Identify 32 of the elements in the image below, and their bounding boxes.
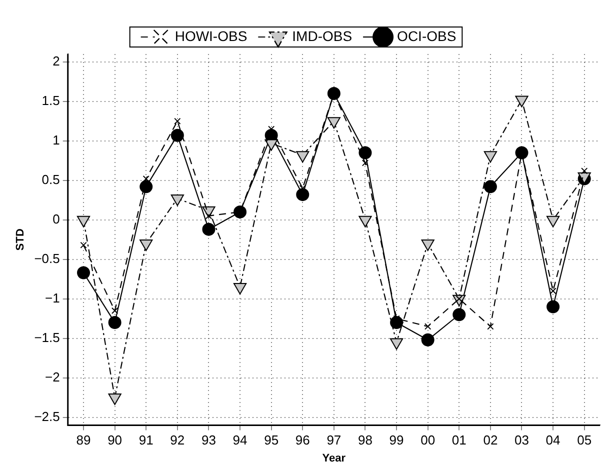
y-tick-label: 2: [52, 53, 60, 68]
x-tick-label: 00: [420, 432, 436, 448]
x-tick-label: 91: [138, 432, 154, 448]
y-tick-label: −1.5: [34, 330, 60, 345]
y-tick-label: 1.5: [42, 92, 60, 108]
x-tick-label: 90: [108, 432, 122, 448]
x-tick-label: 03: [514, 432, 529, 448]
y-tick-label: −2.5: [34, 408, 60, 424]
x-tick-label: 04: [546, 432, 560, 448]
legend-label: OCI-OBS: [397, 28, 456, 44]
x-tick-label: 93: [201, 432, 216, 448]
y-axis-title: STD: [14, 228, 27, 251]
x-tick-label: 96: [295, 432, 310, 448]
x-axis-title: Year: [322, 452, 346, 464]
x-tick-label: 99: [389, 432, 404, 448]
y-tick-label: −2: [45, 369, 60, 384]
y-tick-label: 0: [52, 211, 60, 226]
x-tick-label: 05: [577, 432, 592, 448]
legend-label: IMD-OBS: [292, 28, 352, 44]
x-tick-label: 02: [483, 432, 498, 448]
y-tick-label: −0.5: [34, 250, 60, 266]
x-tick-label: 94: [232, 432, 248, 448]
y-tick-label: 0.5: [42, 172, 60, 187]
x-tick-label: 97: [326, 432, 342, 448]
y-tick-label: −1: [45, 290, 60, 306]
x-tick-label: 95: [264, 432, 279, 448]
y-tick-label: 1: [52, 132, 60, 148]
legend-label: HOWI-OBS: [174, 28, 248, 44]
x-tick-label: 98: [358, 432, 372, 448]
x-tick-label: 89: [76, 432, 91, 448]
x-tick-label: 92: [170, 432, 185, 448]
x-tick-label: 01: [452, 432, 466, 448]
